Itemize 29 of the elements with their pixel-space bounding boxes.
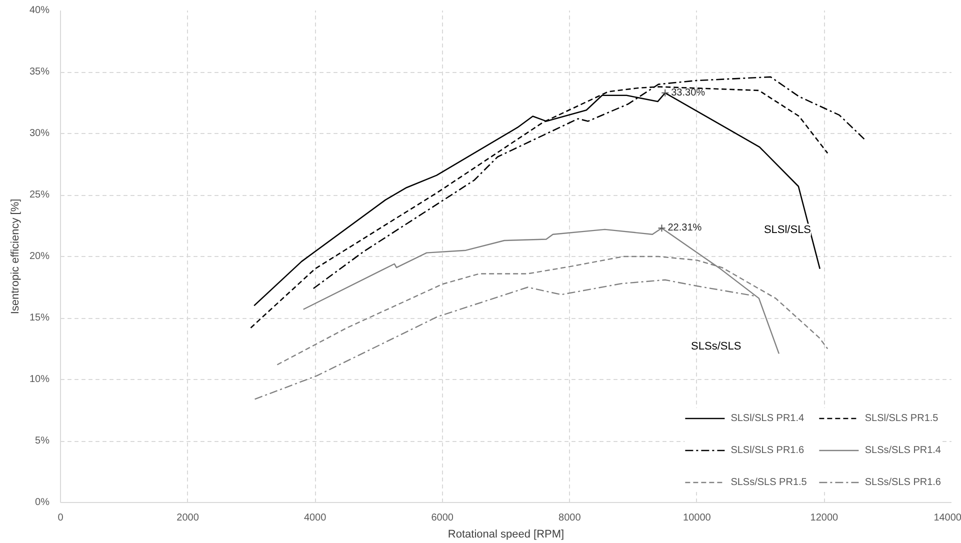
annotation: 22.31% bbox=[668, 222, 702, 234]
y-tick-label: 20% bbox=[29, 251, 50, 262]
x-tick-label: 2000 bbox=[176, 512, 200, 524]
y-axis-title: Isentropic efficiency [%] bbox=[9, 198, 22, 314]
legend-label: SLSl/SLS PR1.6 bbox=[730, 444, 804, 456]
y-tick-label: 35% bbox=[29, 66, 50, 78]
legend-label: SLSs/SLS PR1.5 bbox=[730, 476, 807, 488]
x-tick-label: 0 bbox=[58, 512, 64, 524]
annotation: SLSl/SLS bbox=[764, 224, 812, 236]
y-tick-label: 40% bbox=[29, 5, 50, 16]
y-tick-label: 5% bbox=[35, 436, 50, 446]
y-tick-label: 25% bbox=[29, 190, 50, 200]
x-tick-label: 12000 bbox=[810, 512, 839, 524]
legend-label: SLSs/SLS PR1.4 bbox=[864, 444, 941, 456]
annotation: SLSs/SLS bbox=[691, 340, 742, 353]
x-tick-label: 6000 bbox=[431, 512, 454, 524]
legend-label: SLSl/SLS PR1.5 bbox=[864, 412, 938, 424]
x-tick-label: 4000 bbox=[304, 512, 327, 524]
annotation: 33.30% bbox=[671, 87, 706, 98]
y-tick-label: 30% bbox=[29, 128, 50, 139]
x-tick-label: 8000 bbox=[558, 512, 582, 524]
legend-label: SLSl/SLS PR1.4 bbox=[730, 412, 804, 424]
y-tick-label: 10% bbox=[29, 374, 50, 385]
y-tick-label: 15% bbox=[29, 312, 50, 324]
x-axis-title: Rotational speed [RPM] bbox=[448, 528, 564, 540]
legend-label: SLSs/SLS PR1.6 bbox=[864, 476, 941, 488]
x-tick-label: 14000 bbox=[934, 512, 961, 524]
x-tick-label: 10000 bbox=[683, 512, 712, 524]
y-tick-label: 0% bbox=[35, 497, 50, 508]
